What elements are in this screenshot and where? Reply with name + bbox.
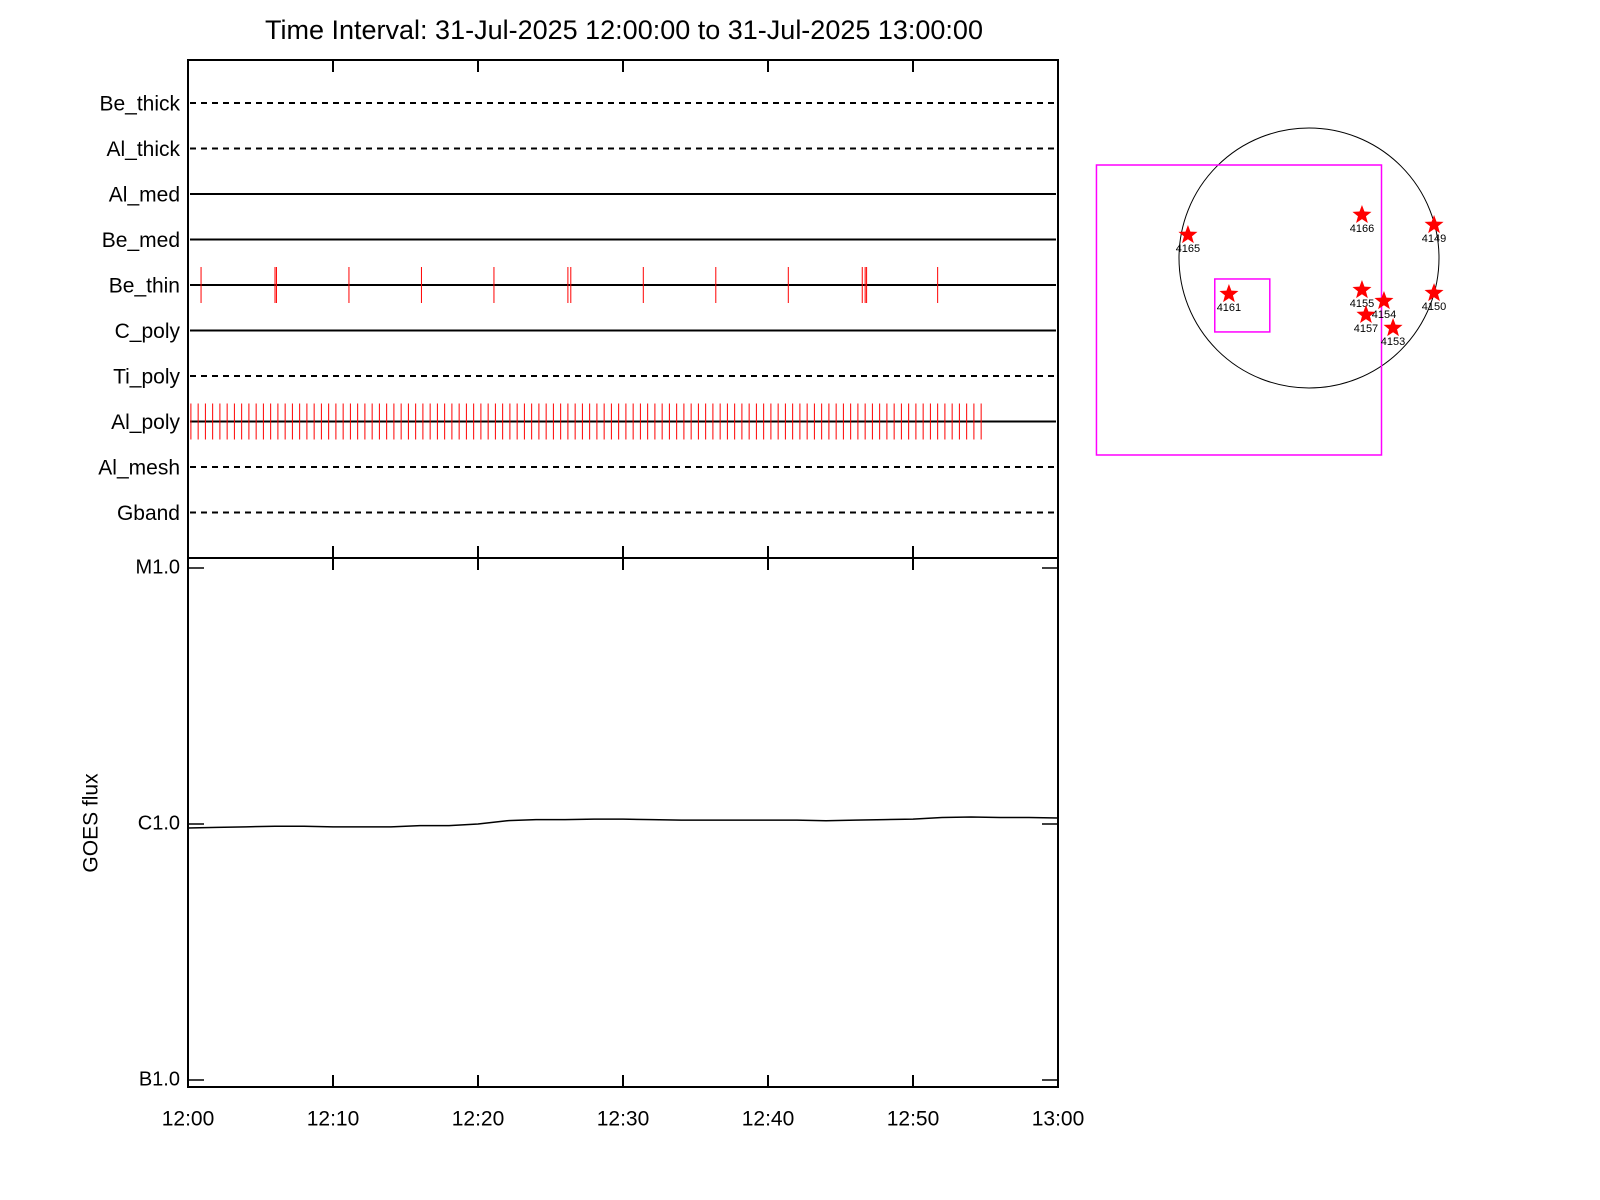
x-tick-label: 12:30	[597, 1108, 650, 1131]
y-tick-label: C1.0	[138, 812, 180, 834]
region-label: 4153	[1381, 336, 1405, 348]
region-star	[1219, 284, 1239, 303]
region-label: 4165	[1176, 243, 1200, 255]
y-tick-label: B1.0	[139, 1068, 180, 1090]
region-star	[1352, 204, 1372, 224]
region-star	[1356, 304, 1376, 324]
chart-title: Time Interval: 31-Jul-2025 12:00:00 to 3…	[265, 15, 983, 45]
row-label: Be_thin	[109, 275, 180, 298]
x-tick-label: 13:00	[1032, 1108, 1085, 1131]
row-label: Al_thick	[106, 138, 180, 161]
region-star	[1374, 291, 1394, 310]
region-label: 4154	[1372, 309, 1396, 321]
row-label: Be_med	[102, 229, 180, 252]
region-star	[1383, 318, 1403, 337]
region-label: 4161	[1217, 302, 1241, 314]
y-tick-label: M1.0	[136, 556, 180, 578]
row-label: Ti_poly	[113, 366, 180, 389]
region-star	[1352, 280, 1372, 299]
region-label: 4150	[1422, 301, 1446, 313]
region-star	[1424, 283, 1444, 302]
fov-box	[1214, 278, 1271, 333]
x-tick-label: 12:20	[452, 1108, 505, 1131]
x-tick-label: 12:40	[742, 1108, 795, 1131]
row-label: C_poly	[115, 320, 181, 343]
row-label: Al_med	[109, 184, 180, 207]
x-tick-label: 12:10	[307, 1108, 360, 1131]
goes-line	[187, 816, 1059, 829]
region-star	[1178, 225, 1198, 244]
region-label: 4157	[1354, 323, 1378, 335]
fov-box	[1095, 164, 1383, 456]
row-label: Al_poly	[111, 411, 180, 434]
solar-disk	[1178, 127, 1440, 389]
row-label: Al_mesh	[98, 457, 180, 480]
row-label: Be_thick	[99, 93, 180, 116]
region-star	[1424, 214, 1444, 234]
row-label: Gband	[117, 502, 180, 525]
x-tick-label: 12:50	[887, 1108, 940, 1131]
x-tick-label: 12:00	[162, 1108, 215, 1131]
region-label: 4155	[1350, 298, 1374, 310]
region-label: 4166	[1350, 223, 1374, 235]
region-label: 4149	[1422, 233, 1446, 245]
y-axis-label: GOES flux	[80, 773, 103, 873]
